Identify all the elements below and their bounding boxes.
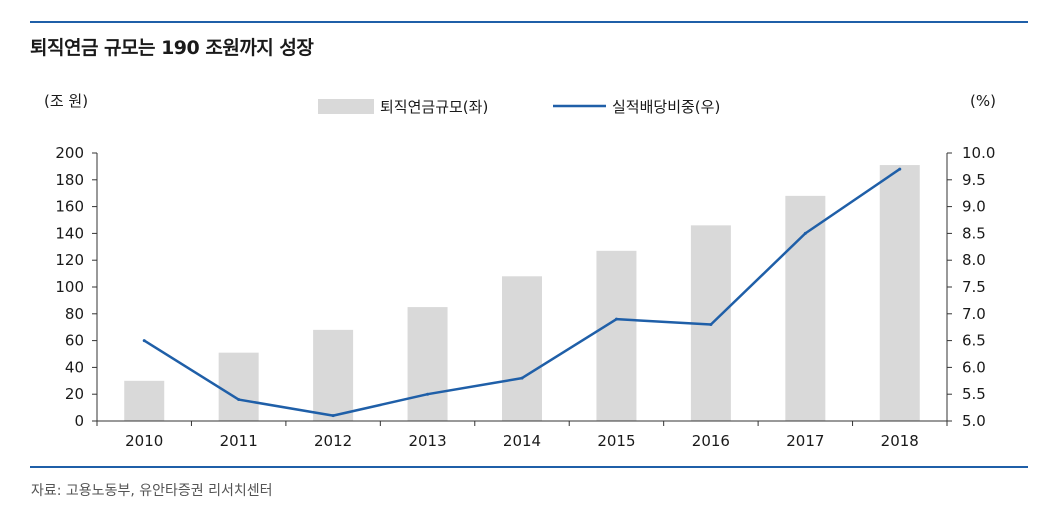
y-right-tick-label: 9.0: [962, 198, 986, 216]
bar-2017: [785, 195, 826, 421]
bar-2013: [407, 307, 448, 421]
bar-2011: [218, 352, 259, 421]
source-note: 자료: 고용노동부, 유안타증권 리서치센터: [31, 483, 273, 499]
line-point-2018: [898, 167, 902, 171]
line-point-2010: [142, 339, 146, 343]
y-right-tick-label: 7.5: [962, 278, 986, 296]
x-tick-label: 2012: [314, 432, 352, 450]
y-left-tick-label: 120: [55, 251, 84, 269]
y-left-unit-label: (조 원): [44, 92, 88, 110]
line-point-2014: [520, 376, 524, 380]
y-left-tick-label: 200: [55, 144, 84, 162]
bar-2012: [313, 329, 354, 421]
y-right-tick-label: 7.0: [962, 305, 986, 323]
x-tick-label: 2014: [503, 432, 541, 450]
x-tick-label: 2016: [692, 432, 730, 450]
legend-line-label: 실적배당비중(우): [612, 98, 720, 116]
y-right-tick-label: 8.0: [962, 251, 986, 269]
y-left-tick-label: 20: [65, 385, 84, 403]
y-left-tick-label: 180: [55, 171, 84, 189]
line-point-2012: [331, 414, 335, 418]
line-point-2016: [709, 323, 713, 327]
y-left-tick-label: 140: [55, 224, 84, 242]
y-left-tick-label: 40: [65, 358, 84, 376]
x-tick-label: 2015: [597, 432, 635, 450]
y-left-tick-label: 160: [55, 198, 84, 216]
line-point-2015: [614, 317, 618, 321]
y-right-tick-label: 9.5: [962, 171, 986, 189]
line-point-2017: [803, 231, 807, 235]
y-left-tick-label: 60: [65, 332, 84, 350]
line-point-2013: [426, 392, 430, 396]
y-right-tick-label: 5.5: [962, 385, 986, 403]
y-right-tick-label: 10.0: [962, 144, 995, 162]
bar-2010: [124, 380, 165, 421]
y-right-tick-label: 6.0: [962, 358, 986, 376]
y-left-tick-label: 0: [74, 412, 84, 430]
x-tick-label: 2018: [881, 432, 919, 450]
x-tick-label: 2017: [786, 432, 824, 450]
x-tick-label: 2011: [220, 432, 258, 450]
y-left-tick-label: 100: [55, 278, 84, 296]
x-tick-label: 2010: [125, 432, 163, 450]
line-point-2011: [237, 398, 241, 402]
y-right-tick-label: 6.5: [962, 332, 986, 350]
chart-title: 퇴직연금 규모는 190 조원까지 성장: [30, 37, 314, 59]
y-left-tick-label: 80: [65, 305, 84, 323]
bar-2014: [502, 276, 542, 421]
y-right-tick-label: 8.5: [962, 224, 986, 242]
legend-bar-label: 퇴직연금규모(좌): [380, 98, 488, 116]
bottom-rule: [30, 466, 1028, 468]
x-tick-label: 2013: [408, 432, 446, 450]
legend-bar-swatch: [318, 99, 374, 114]
y-right-unit-label: (%): [970, 92, 996, 110]
y-right-tick-label: 5.0: [962, 412, 986, 430]
bar-2018: [879, 165, 920, 421]
top-rule: [30, 21, 1028, 23]
bar-2015: [596, 250, 637, 421]
